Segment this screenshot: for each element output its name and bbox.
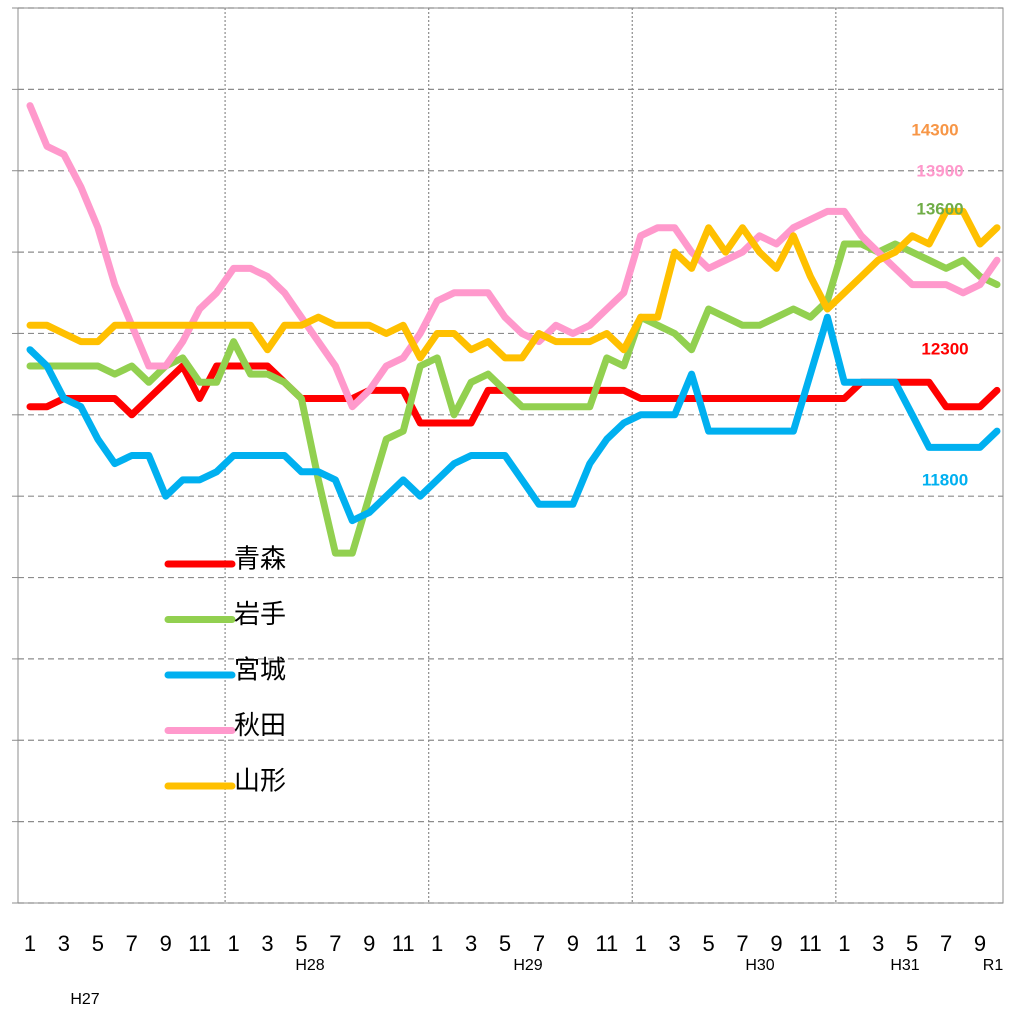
series-line bbox=[26, 362, 1001, 427]
x-tick-label: 7 bbox=[329, 931, 341, 956]
series-line bbox=[26, 207, 1001, 362]
year-label: H31 bbox=[890, 957, 919, 974]
x-tick-label: 9 bbox=[974, 931, 986, 956]
x-tick-label: 1 bbox=[24, 931, 36, 956]
year-label: H27 bbox=[70, 991, 99, 1008]
plot-frame bbox=[17, 7, 1004, 904]
x-tick-label: 3 bbox=[261, 931, 273, 956]
data-label: 14300 bbox=[911, 120, 958, 139]
x-tick-label: 9 bbox=[567, 931, 579, 956]
x-tick-label: 5 bbox=[92, 931, 104, 956]
series-line bbox=[26, 313, 1001, 525]
data-label: 13900 bbox=[916, 161, 963, 180]
x-tick-label: 3 bbox=[58, 931, 70, 956]
x-tick-label: 1 bbox=[635, 931, 647, 956]
data-label: 13600 bbox=[916, 199, 963, 218]
x-tick-label: 5 bbox=[295, 931, 307, 956]
year-label: R1 bbox=[983, 957, 1004, 974]
data-label: 11800 bbox=[922, 470, 968, 489]
data-label: 12300 bbox=[921, 339, 968, 358]
x-tick-label: 7 bbox=[533, 931, 545, 956]
legend-label: 岩手 bbox=[234, 600, 286, 630]
x-tick-label: 1 bbox=[227, 931, 239, 956]
x-tick-label: 5 bbox=[499, 931, 511, 956]
x-tick-label: 7 bbox=[736, 931, 748, 956]
x-tick-label: 9 bbox=[160, 931, 172, 956]
x-tick-label: 7 bbox=[126, 931, 138, 956]
series-line bbox=[26, 240, 1001, 557]
year-label: H29 bbox=[513, 957, 542, 974]
x-tick-label: 1 bbox=[838, 931, 850, 956]
x-tick-label: 11 bbox=[188, 931, 211, 956]
legend-label: 青森 bbox=[234, 545, 286, 575]
x-tick-label: 11 bbox=[799, 931, 822, 956]
x-tick-label: 9 bbox=[770, 931, 782, 956]
x-tick-label: 3 bbox=[669, 931, 681, 956]
legend-label: 宮城 bbox=[234, 656, 286, 686]
x-tick-label: 11 bbox=[392, 931, 415, 956]
year-label: H30 bbox=[745, 957, 774, 974]
x-tick-label: 3 bbox=[872, 931, 884, 956]
x-tick-label: 11 bbox=[595, 931, 618, 956]
x-tick-label: 1 bbox=[431, 931, 443, 956]
x-tick-label: 5 bbox=[702, 931, 714, 956]
year-label: H28 bbox=[295, 957, 324, 974]
x-tick-label: 3 bbox=[465, 931, 477, 956]
legend-label: 山形 bbox=[234, 767, 286, 797]
x-tick-label: 5 bbox=[906, 931, 918, 956]
x-tick-label: 9 bbox=[363, 931, 375, 956]
legend-label: 秋田 bbox=[234, 711, 286, 741]
x-tick-label: 7 bbox=[940, 931, 952, 956]
